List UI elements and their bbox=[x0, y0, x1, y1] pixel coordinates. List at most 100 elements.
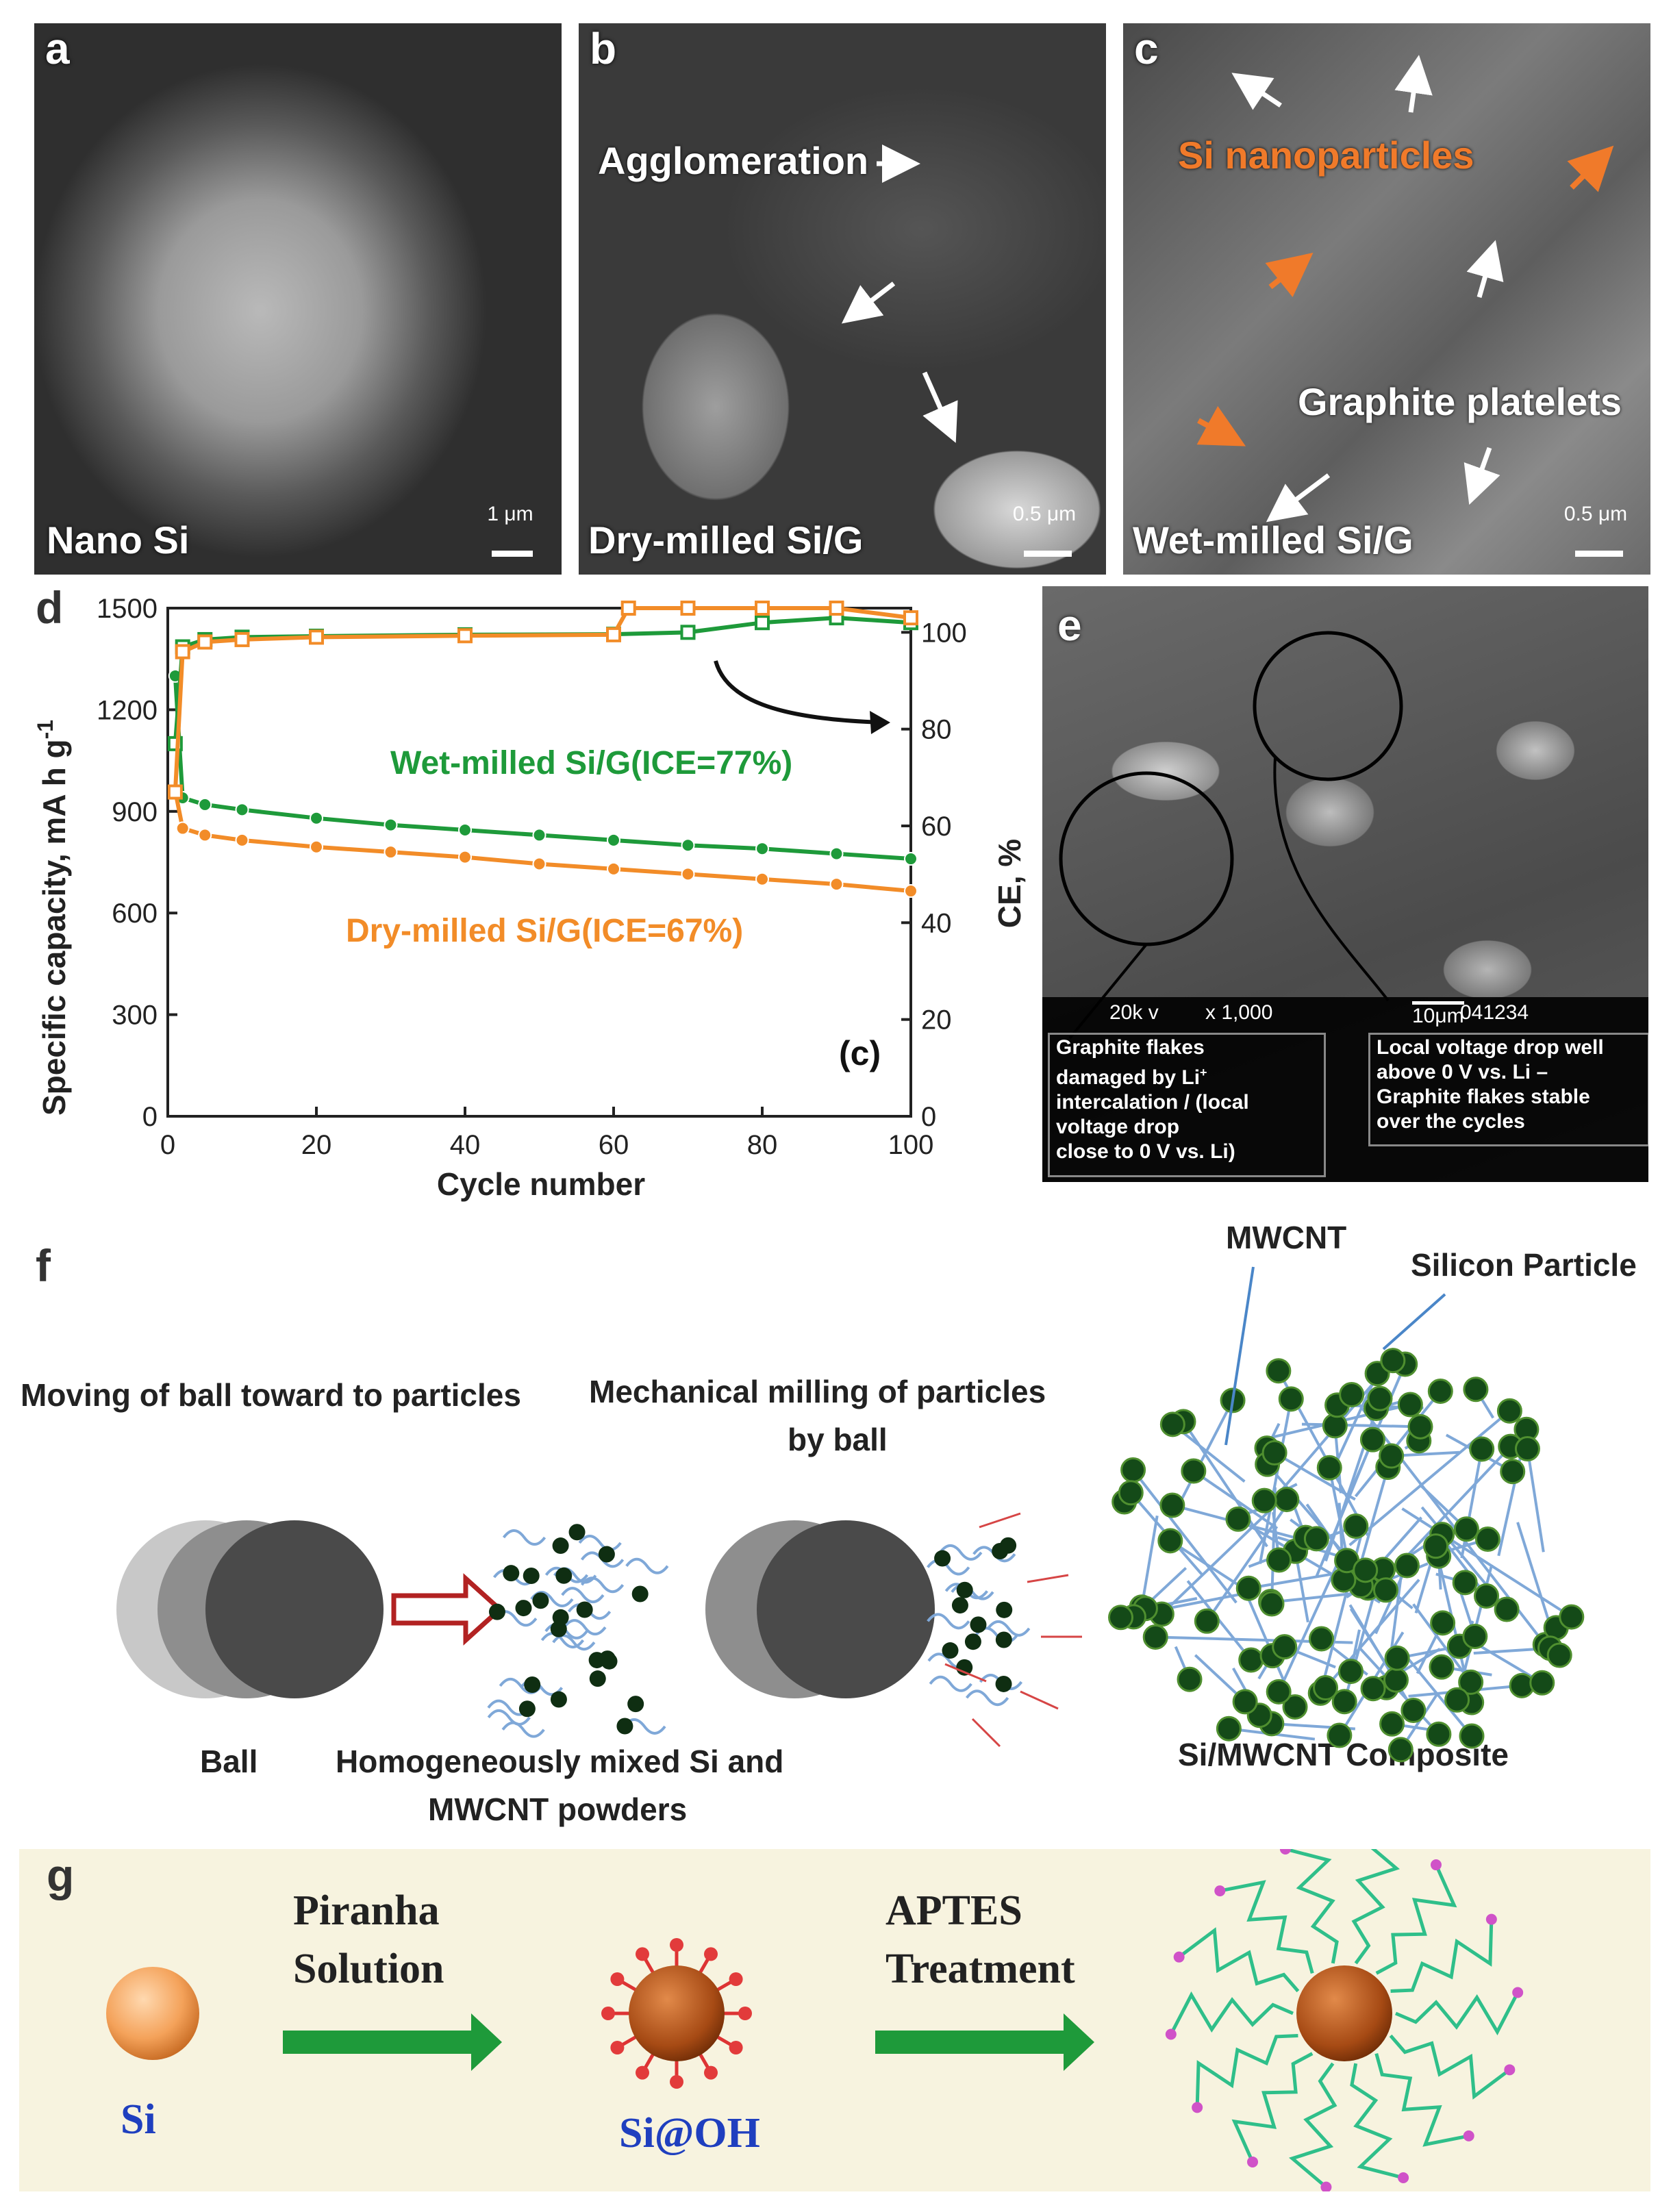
si-particle-dot bbox=[1266, 1358, 1292, 1384]
note-right-line: over the cycles bbox=[1377, 1110, 1525, 1133]
si-particle-dot bbox=[598, 1546, 615, 1563]
panel-c-graphite-platelets-label: Graphite platelets bbox=[1298, 380, 1622, 423]
panel-d-chart: d 0 20 40 60 80 100 0 300 600 900 1200 1500 0 20 40 60 8… bbox=[0, 582, 1048, 1219]
si-particle-dot bbox=[956, 1581, 973, 1598]
y-right-tick-label: 20 bbox=[921, 1005, 952, 1035]
mwcnt-strand bbox=[540, 1632, 585, 1649]
panel-b-arrows bbox=[841, 144, 958, 443]
aptes-end bbox=[1173, 1951, 1185, 1963]
arrow-icon bbox=[922, 371, 958, 443]
piranha-label-line1: Piranha bbox=[293, 1887, 440, 1934]
data-point bbox=[384, 818, 398, 832]
si-label: Si bbox=[121, 2096, 156, 2143]
note-left-line: close to 0 V vs. Li) bbox=[1056, 1140, 1235, 1163]
si-particle-dot bbox=[964, 1633, 981, 1650]
si-particle-dot bbox=[532, 1592, 549, 1609]
red-arrow-icon bbox=[1027, 1574, 1069, 1583]
note-left-line: intercalation / (local bbox=[1056, 1091, 1249, 1114]
oh-group bbox=[729, 1972, 743, 1986]
panel-e-letter: e bbox=[1057, 601, 1082, 650]
capacity-ce-chart: d 0 20 40 60 80 10003006009001200150002040608… bbox=[33, 582, 1027, 1202]
aptes-label-line2: Treatment bbox=[885, 1946, 1075, 1992]
mwcnt-strand bbox=[1274, 1451, 1356, 1501]
mwcnt-strand bbox=[927, 1559, 970, 1576]
note-left-line: voltage drop bbox=[1056, 1116, 1180, 1138]
chart-right-axis-label: CE, % bbox=[992, 839, 1027, 928]
si-particle-dot bbox=[1494, 1596, 1520, 1622]
mwcnt-strand bbox=[1205, 1496, 1294, 1622]
mwcnt-strand bbox=[1354, 1390, 1442, 1498]
panel-a-caption: Nano Si bbox=[47, 518, 190, 562]
info-voltage: 20k v bbox=[1109, 1001, 1159, 1024]
ball-label: Ball bbox=[200, 1744, 258, 1779]
aptes-end bbox=[1192, 2102, 1203, 2113]
data-point bbox=[310, 840, 323, 854]
si-particle-dot bbox=[1261, 1440, 1287, 1466]
note-left-li: damaged by Li bbox=[1056, 1066, 1201, 1089]
si-particle-dot bbox=[1159, 1411, 1185, 1437]
si-particle-dot bbox=[1379, 1711, 1405, 1737]
data-point bbox=[904, 884, 918, 898]
mwcnt-strand bbox=[580, 1576, 625, 1594]
si-particle-dot bbox=[1384, 1645, 1410, 1671]
chart-x-axis-label: Cycle number bbox=[437, 1166, 645, 1202]
mwcnt-strand bbox=[1132, 1469, 1237, 1604]
y-tick-label: 300 bbox=[112, 1001, 158, 1031]
step2-label-line2: by ball bbox=[788, 1422, 888, 1457]
data-point bbox=[680, 625, 696, 640]
aptes-chain bbox=[1375, 1864, 1457, 1975]
si-particle-dot bbox=[1353, 1557, 1379, 1583]
piranha-label-line2: Solution bbox=[293, 1946, 444, 1992]
data-point bbox=[755, 872, 769, 886]
si-particle-dot bbox=[934, 1550, 951, 1567]
data-point bbox=[829, 846, 844, 861]
sioh-core bbox=[629, 1965, 725, 2061]
y-right-tick-label: 80 bbox=[921, 715, 952, 745]
data-point bbox=[607, 833, 620, 847]
y-tick-label: 1200 bbox=[97, 695, 158, 725]
mwcnt-strand bbox=[561, 1587, 605, 1604]
data-point bbox=[309, 629, 324, 645]
composite-network bbox=[1108, 1348, 1585, 1763]
data-point bbox=[198, 797, 212, 812]
aptes-chain bbox=[1219, 1880, 1314, 1974]
aptes-end bbox=[1512, 1987, 1524, 1998]
data-point bbox=[903, 610, 918, 626]
si-particle-dot bbox=[1216, 1715, 1242, 1742]
panel-f-diagram: f Moving of ball toward to particles Mec… bbox=[0, 1220, 1671, 1842]
si-particle-dot bbox=[1372, 1577, 1398, 1603]
aptes-chain bbox=[1390, 1919, 1494, 1993]
si-particle-dot bbox=[1194, 1608, 1220, 1634]
aptes-end bbox=[1463, 2130, 1474, 2141]
oh-group bbox=[704, 1947, 718, 1961]
panel-e-info-bar: 20k v x 1,000 10μm 041234 Graphite flake… bbox=[1042, 997, 1648, 1182]
si-particle-dot bbox=[1429, 1654, 1455, 1680]
si-particle-dot bbox=[1462, 1624, 1488, 1650]
mwcnt-label: MWCNT bbox=[1226, 1220, 1347, 1255]
mixed-label-line2: MWCNT powders bbox=[428, 1792, 688, 1827]
si-particle-dot bbox=[1546, 1642, 1572, 1668]
panel-a-letter: a bbox=[45, 24, 70, 73]
aptes-chain bbox=[1178, 1927, 1300, 1993]
aptes-end bbox=[1485, 1913, 1497, 1925]
mwcnt-strand bbox=[1140, 1515, 1159, 1608]
si-particle-dot bbox=[576, 1601, 593, 1618]
data-point bbox=[175, 821, 190, 835]
mwcnt-strand bbox=[1248, 1570, 1344, 1590]
oh-group bbox=[636, 2065, 649, 2080]
si-particle-dot bbox=[1529, 1670, 1555, 1696]
si-particle-dot bbox=[1380, 1348, 1406, 1374]
panel-f-graphics bbox=[116, 1266, 1585, 1763]
si-particle-dot bbox=[1559, 1604, 1585, 1630]
si-particle-dot bbox=[515, 1600, 532, 1617]
si-particle-dot bbox=[1120, 1457, 1146, 1483]
particle-cluster-2 bbox=[927, 1537, 1031, 1707]
si-particle-dot bbox=[1423, 1533, 1449, 1559]
note-left-text: Graphite flakes damaged by Li+ intercala… bbox=[1056, 1035, 1249, 1164]
arrow-icon bbox=[1466, 240, 1504, 298]
mwcnt-strand bbox=[625, 1557, 669, 1574]
si-particle-dot bbox=[1459, 1723, 1485, 1749]
si-particle-dot bbox=[996, 1601, 1013, 1618]
panel-b-caption: Dry-milled Si/G bbox=[588, 518, 864, 562]
note-left-line: damaged by Li+ bbox=[1056, 1060, 1249, 1090]
